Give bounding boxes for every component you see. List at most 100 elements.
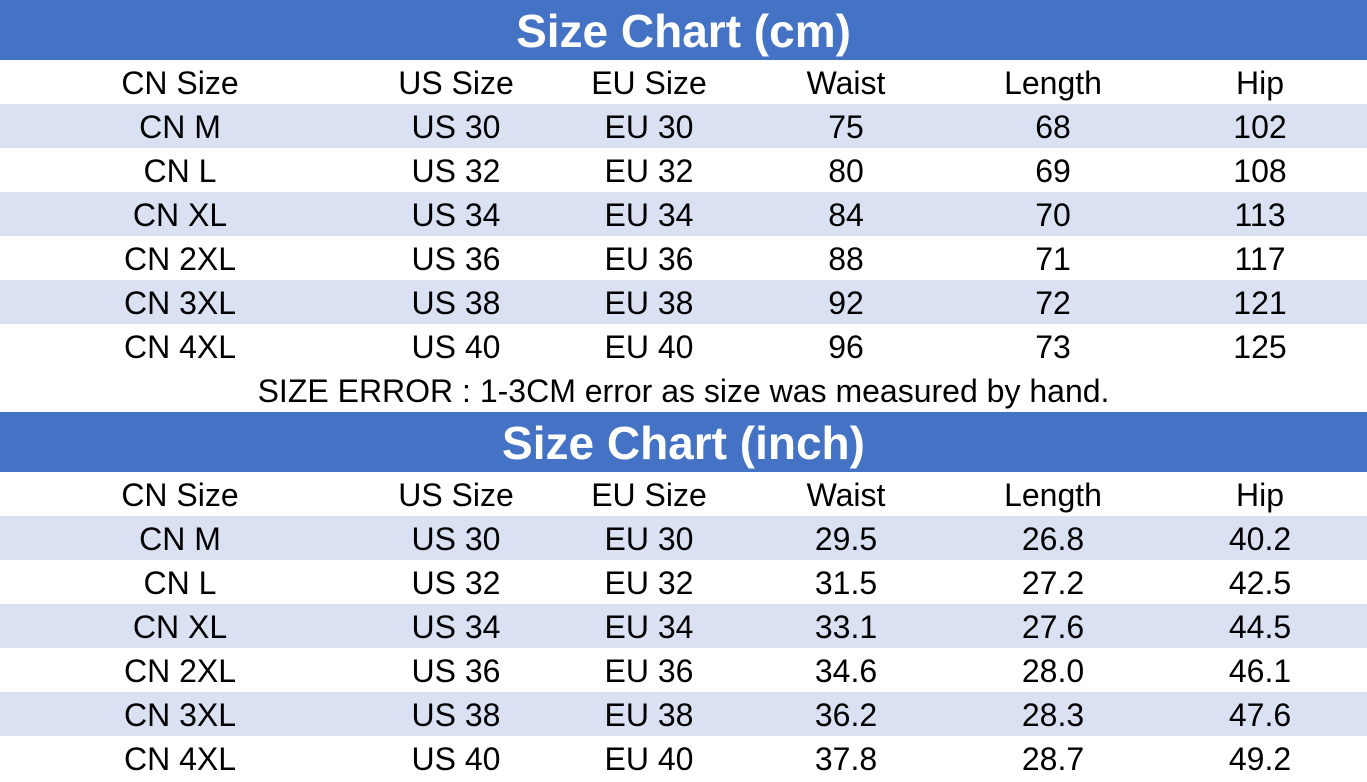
table-cell: Length <box>1004 65 1102 101</box>
table-cell: US 40 <box>411 741 501 777</box>
table-cell: 36.2 <box>814 697 878 733</box>
table-cell: 72 <box>1035 285 1071 321</box>
table-cell: 70 <box>1035 197 1071 233</box>
table-cell: EU Size <box>591 65 707 101</box>
table-cell: US 34 <box>411 609 501 645</box>
table-cell: 125 <box>1233 329 1287 365</box>
table-cell: US 38 <box>411 285 501 321</box>
table-cell: EU 36 <box>604 653 694 689</box>
table-cell: CN XL <box>132 609 228 645</box>
table-cell: 26.8 <box>1021 521 1085 557</box>
table-cell: EU 40 <box>604 741 694 777</box>
table-cell: 96 <box>828 329 864 365</box>
table-cell: 69 <box>1035 153 1071 189</box>
table-cell: US 32 <box>411 153 501 189</box>
table-cell: US 30 <box>411 521 501 557</box>
table-cell: US 38 <box>411 697 501 733</box>
table-title: Size Chart (cm) <box>0 0 1367 60</box>
table-cell: CN L <box>143 153 217 189</box>
table-cell: 33.1 <box>814 609 878 645</box>
table-cell: 68 <box>1035 109 1071 145</box>
table-cell: 117 <box>1234 241 1286 277</box>
header-row: CN Size US Size EU Size Waist Length Hip <box>0 60 1367 104</box>
table-cell: US 40 <box>411 329 501 365</box>
table-cell: 40.2 <box>1228 521 1292 557</box>
table-cell: 46.1 <box>1228 653 1292 689</box>
table-cell: 84 <box>828 197 864 233</box>
table-cell: CN 3XL <box>123 285 237 321</box>
table-cell: 47.6 <box>1228 697 1292 733</box>
table-row: CN L US 32 EU 32 31.5 27.2 42.5 <box>0 560 1367 604</box>
table-row: CN XL US 34 EU 34 84 70 113 <box>0 192 1367 236</box>
size-note: SIZE ERROR : 1-3CM error as size was mea… <box>257 373 1110 409</box>
table-cell: 42.5 <box>1228 565 1292 601</box>
table-cell: 73 <box>1035 329 1071 365</box>
table-cell: CN 3XL <box>123 697 237 733</box>
table-row: CN 4XL US 40 EU 40 37.8 28.7 49.2 <box>0 736 1367 780</box>
table-cell: US 36 <box>411 653 501 689</box>
table-cell: EU Size <box>591 477 707 513</box>
table-cell: 27.2 <box>1021 565 1085 601</box>
table-cell: 102 <box>1233 109 1287 145</box>
table-cell: 34.6 <box>814 653 878 689</box>
table-cell: 44.5 <box>1228 609 1292 645</box>
table-cell: Hip <box>1235 65 1284 101</box>
table-cell: 108 <box>1233 153 1287 189</box>
table-cell: 71 <box>1035 241 1071 277</box>
table-cell: EU 32 <box>604 153 694 189</box>
table-row: CN 3XL US 38 EU 38 36.2 28.3 47.6 <box>0 692 1367 736</box>
table-cell: EU 30 <box>604 109 694 145</box>
table-cell: CN Size <box>121 65 239 101</box>
table-row: CN L US 32 EU 32 80 69 108 <box>0 148 1367 192</box>
table-cell: 28.7 <box>1021 741 1085 777</box>
table-cell: 121 <box>1233 285 1287 321</box>
table-cell: EU 32 <box>604 565 694 601</box>
table-title: Size Chart (inch) <box>0 412 1367 472</box>
table-cell: CN Size <box>121 477 239 513</box>
table-row: CN 2XL US 36 EU 36 34.6 28.0 46.1 <box>0 648 1367 692</box>
table-cell: 113 <box>1234 197 1286 233</box>
table-cell: 28.0 <box>1021 653 1085 689</box>
table-cell: CN XL <box>132 197 228 233</box>
table-cell: Waist <box>806 65 886 101</box>
table-cell: 27.6 <box>1021 609 1085 645</box>
table-cell: 88 <box>828 241 864 277</box>
table-cell: 37.8 <box>814 741 878 777</box>
table-row: CN 4XL US 40 EU 40 96 73 125 <box>0 324 1367 368</box>
table-cell: CN 4XL <box>123 741 237 777</box>
table-cell: 49.2 <box>1228 741 1292 777</box>
table-cell: 31.5 <box>814 565 878 601</box>
table-cell: Length <box>1004 477 1102 513</box>
table-cell: CN M <box>139 521 221 557</box>
table-cell: EU 34 <box>604 609 694 645</box>
table-cell: EU 34 <box>604 197 694 233</box>
table-cell: EU 30 <box>604 521 694 557</box>
header-row: CN Size US Size EU Size Waist Length Hip <box>0 472 1367 516</box>
table-cell: 75 <box>828 109 864 145</box>
table-row: CN XL US 34 EU 34 33.1 27.6 44.5 <box>0 604 1367 648</box>
table-cell: 28.3 <box>1021 697 1085 733</box>
table-cell: EU 38 <box>604 285 694 321</box>
table-cell: US Size <box>398 65 514 101</box>
table-cell: CN L <box>143 565 217 601</box>
table-cell: CN 2XL <box>123 653 237 689</box>
table-row: CN 3XL US 38 EU 38 92 72 121 <box>0 280 1367 324</box>
table-cell: EU 36 <box>604 241 694 277</box>
table-row: CN M US 30 EU 30 75 68 102 <box>0 104 1367 148</box>
table-cell: 29.5 <box>814 521 878 557</box>
table-cell: CN M <box>139 109 221 145</box>
table-cell: US 30 <box>411 109 501 145</box>
table-cell: Hip <box>1235 477 1284 513</box>
table-cell: EU 38 <box>604 697 694 733</box>
table-row: CN M US 30 EU 30 29.5 26.8 40.2 <box>0 516 1367 560</box>
table-cell: CN 4XL <box>123 329 237 365</box>
table-cell: 92 <box>828 285 864 321</box>
table-cell: CN 2XL <box>123 241 237 277</box>
table-cell: EU 40 <box>604 329 694 365</box>
table-cell: Waist <box>806 477 886 513</box>
table-cell: US 34 <box>411 197 501 233</box>
table-cell: US Size <box>398 477 514 513</box>
table-cell: US 32 <box>411 565 501 601</box>
table-cell: 80 <box>828 153 864 189</box>
